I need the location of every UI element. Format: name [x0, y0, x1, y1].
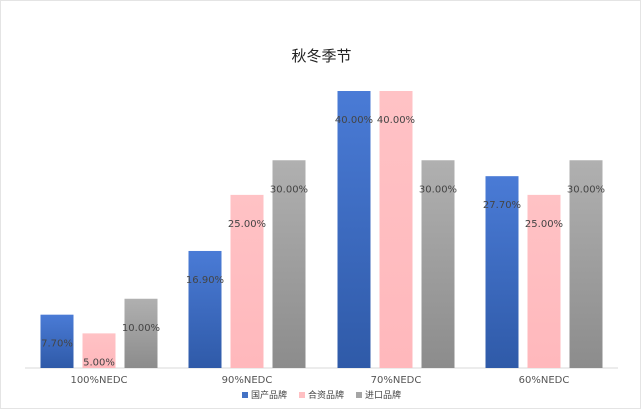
- legend-label: 合资品牌: [307, 391, 344, 401]
- bar-90%NEDC-国产品牌: [188, 250, 222, 368]
- legend-swatch: [356, 391, 362, 398]
- data-label-90%NEDC-进口品牌: 30.00%: [270, 184, 308, 195]
- data-label-100%NEDC-进口品牌: 10.00%: [122, 323, 160, 334]
- chart-title: 秋冬季节: [291, 47, 352, 65]
- data-label-100%NEDC-合资品牌: 5.00%: [83, 357, 115, 368]
- labels-layer: 7.70% 5.00% 10.00% 16.90% 25.00% 30.00% 40.00%…: [41, 115, 605, 368]
- bars-layer: [40, 91, 603, 368]
- bar-100%NEDC-进口品牌: [124, 298, 158, 368]
- data-label-70%NEDC-进口品牌: 30.00%: [419, 184, 457, 195]
- x-tick-label-70%NEDC: 70%NEDC: [371, 375, 422, 386]
- legend-swatch: [298, 391, 305, 398]
- bar-60%NEDC-国产品牌: [485, 176, 519, 368]
- data-label-90%NEDC-合资品牌: 25.00%: [228, 219, 266, 230]
- data-label-60%NEDC-国产品牌: 27.70%: [483, 200, 521, 211]
- ticks-layer: 100%NEDC 90%NEDC 70%NEDC 60%NEDC: [70, 375, 569, 386]
- x-tick-label-100%NEDC: 100%NEDC: [70, 375, 127, 386]
- data-label-90%NEDC-国产品牌: 16.90%: [186, 275, 224, 286]
- bar-70%NEDC-进口品牌: [421, 160, 455, 368]
- data-label-60%NEDC-合资品牌: 25.00%: [525, 219, 563, 230]
- legend-label: 国产品牌: [250, 391, 287, 401]
- bar-70%NEDC-合资品牌: [379, 91, 413, 368]
- x-tick-label-90%NEDC: 90%NEDC: [222, 375, 273, 386]
- bar-90%NEDC-进口品牌: [272, 160, 306, 368]
- bar-60%NEDC-合资品牌: [527, 194, 561, 368]
- legend-label: 进口品牌: [365, 391, 402, 401]
- legend-item-进口品牌: 进口品牌: [356, 388, 401, 401]
- bar-100%NEDC-国产品牌: [40, 314, 74, 368]
- bar-90%NEDC-合资品牌: [230, 194, 264, 368]
- legend-item-合资品牌: 合资品牌: [298, 388, 344, 401]
- legend-swatch: [241, 391, 248, 398]
- data-label-70%NEDC-国产品牌: 40.00%: [335, 115, 373, 126]
- x-tick-label-60%NEDC: 60%NEDC: [519, 375, 570, 386]
- bar-70%NEDC-国产品牌: [337, 91, 371, 368]
- legend: 国产品牌 合资品牌 进口品牌: [1, 388, 641, 401]
- data-label-70%NEDC-合资品牌: 40.00%: [377, 115, 415, 126]
- bar-60%NEDC-进口品牌: [569, 160, 603, 368]
- legend-item-国产品牌: 国产品牌: [241, 388, 287, 401]
- data-label-100%NEDC-国产品牌: 7.70%: [41, 339, 73, 350]
- bar-100%NEDC-合资品牌: [82, 333, 116, 368]
- data-label-60%NEDC-进口品牌: 30.00%: [567, 184, 605, 195]
